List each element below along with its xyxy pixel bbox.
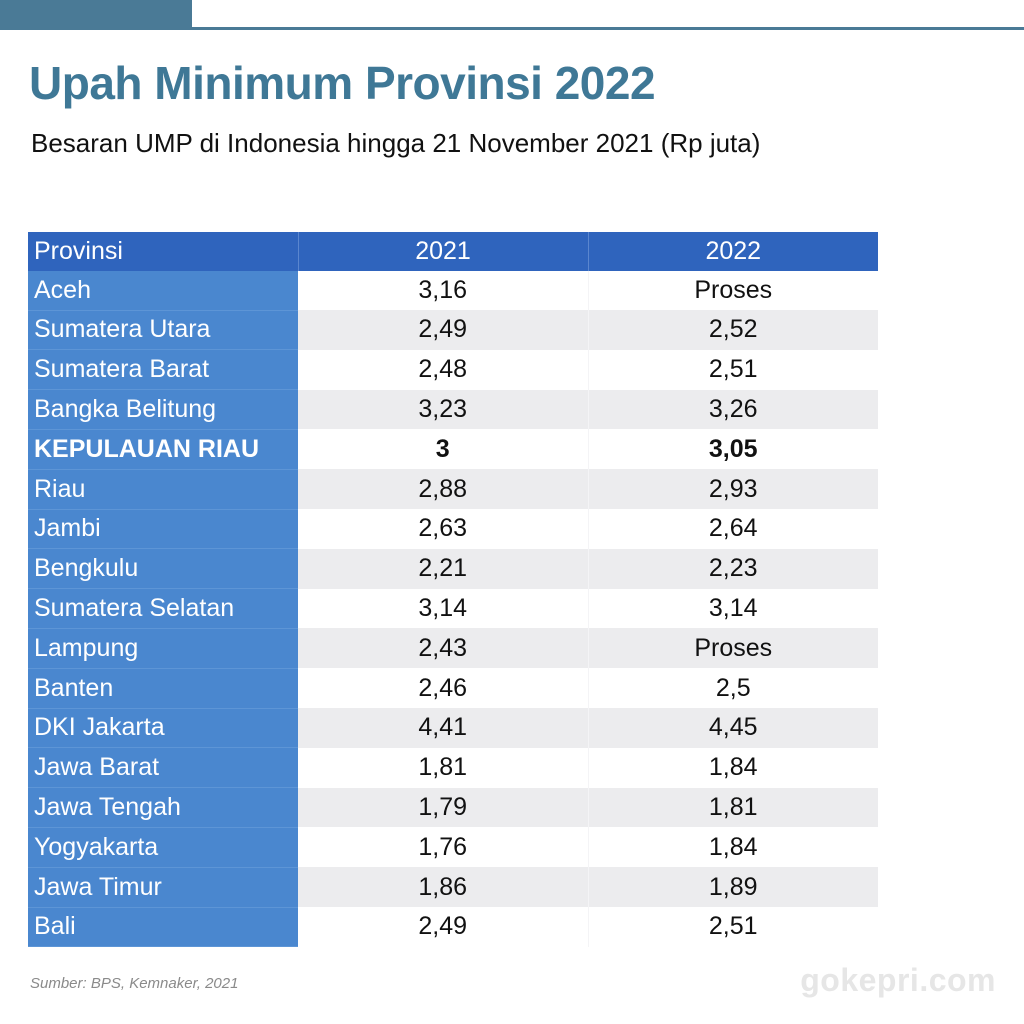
province-cell: Banten: [28, 668, 298, 709]
top-accent-block: [0, 0, 192, 27]
table-row: Bangka Belitung 3,23 3,26: [28, 389, 878, 430]
province-cell: Sumatera Barat: [28, 349, 298, 391]
value-2021-cell: 2,21: [298, 548, 588, 589]
value-2021-cell: 2,46: [298, 668, 588, 709]
table-row: Sumatera Barat 2,48 2,51: [28, 349, 878, 391]
table-row: KEPULAUAN RIAU 3 3,05: [28, 429, 878, 470]
value-2021-cell: 3,16: [298, 270, 588, 311]
value-2022-cell: 3,14: [587, 588, 878, 629]
table-row: Jawa Tengah 1,79 1,81: [28, 787, 878, 828]
province-cell: Jawa Timur: [28, 867, 298, 908]
province-cell: Bangka Belitung: [28, 389, 298, 430]
table-row: DKI Jakarta 4,41 4,45: [28, 708, 878, 749]
value-2021-cell: 4,41: [298, 708, 588, 748]
table-header: Provinsi 2021 2022: [28, 232, 878, 271]
province-cell: Riau: [28, 469, 298, 510]
province-cell: Jawa Tengah: [28, 787, 298, 828]
province-cell: Yogyakarta: [28, 827, 298, 868]
value-2022-cell: 1,81: [587, 787, 878, 828]
watermark: gokepri.com: [800, 962, 996, 998]
province-cell: KEPULAUAN RIAU: [28, 429, 298, 470]
value-2022-cell: 2,93: [587, 469, 878, 510]
value-2022-cell: 2,5: [587, 668, 878, 709]
table-row: Riau 2,88 2,93: [28, 469, 878, 510]
province-cell: DKI Jakarta: [28, 708, 298, 749]
table-row: Sumatera Utara 2,49 2,52: [28, 310, 878, 351]
value-2022-cell: Proses: [587, 628, 878, 669]
top-accent-rule: [0, 27, 1024, 30]
value-2021-cell: 1,86: [298, 867, 588, 908]
page-title: Upah Minimum Provinsi 2022: [29, 57, 656, 109]
source-note: Sumber: BPS, Kemnaker, 2021: [30, 975, 239, 992]
value-2022-cell: 2,23: [587, 548, 878, 589]
table-body: Aceh 3,16 Proses Sumatera Utara 2,49 2,52 Suma…: [28, 270, 878, 948]
value-2021-cell: 2,43: [298, 628, 588, 669]
value-2021-cell: 3,14: [298, 588, 588, 629]
table-row: Sumatera Selatan 3,14 3,14: [28, 588, 878, 629]
value-2021-cell: 2,49: [298, 310, 588, 350]
value-2021-cell: 1,81: [298, 747, 588, 788]
province-cell: Aceh: [28, 270, 298, 311]
value-2022-cell: Proses: [587, 270, 878, 311]
value-2022-cell: 1,84: [587, 747, 878, 788]
value-2022-cell: 2,52: [587, 310, 878, 350]
value-2021-cell: 2,63: [298, 509, 588, 549]
table-row: Banten 2,46 2,5: [28, 668, 878, 709]
value-2022-cell: 2,51: [587, 349, 878, 390]
table-row: Jawa Timur 1,86 1,89: [28, 867, 878, 908]
province-cell: Jawa Barat: [28, 747, 298, 789]
value-2021-cell: 3,23: [298, 389, 588, 430]
table-row: Jambi 2,63 2,64: [28, 509, 878, 550]
value-2021-cell: 2,48: [298, 349, 588, 390]
ump-table: Provinsi 2021 2022 Aceh 3,16 Proses Sumater…: [28, 232, 878, 948]
value-2021-cell: 2,88: [298, 469, 588, 510]
value-2022-cell: 3,05: [587, 429, 878, 470]
table-row: Yogyakarta 1,76 1,84: [28, 827, 878, 868]
value-2022-cell: 4,45: [587, 708, 878, 748]
table-row: Aceh 3,16 Proses: [28, 270, 878, 311]
value-2022-cell: 3,26: [587, 389, 878, 430]
value-2021-cell: 1,79: [298, 787, 588, 828]
value-2022-cell: 2,64: [587, 509, 878, 549]
province-cell: Sumatera Utara: [28, 310, 298, 351]
province-cell: Sumatera Selatan: [28, 588, 298, 629]
table-header-row: Provinsi 2021 2022: [28, 232, 878, 271]
page-subtitle: Besaran UMP di Indonesia hingga 21 Novem…: [31, 128, 761, 158]
value-2021-cell: 2,49: [298, 907, 588, 947]
province-cell: Lampung: [28, 628, 298, 669]
table-row: Lampung 2,43 Proses: [28, 628, 878, 669]
value-2021-cell: 1,76: [298, 827, 588, 868]
value-2022-cell: 2,51: [587, 907, 878, 947]
province-cell: Jambi: [28, 509, 298, 550]
table-row: Bengkulu 2,21 2,23: [28, 548, 878, 590]
column-header-provinsi: Provinsi: [28, 232, 298, 271]
table-row: Jawa Barat 1,81 1,84: [28, 747, 878, 789]
province-cell: Bali: [28, 907, 298, 948]
column-header-2022: 2022: [587, 232, 878, 271]
column-header-2021: 2021: [297, 232, 588, 271]
value-2022-cell: 1,89: [587, 867, 878, 908]
province-cell: Bengkulu: [28, 548, 298, 590]
value-2022-cell: 1,84: [587, 827, 878, 868]
value-2021-cell: 3: [298, 429, 588, 470]
table-row: Bali 2,49 2,51: [28, 907, 878, 948]
